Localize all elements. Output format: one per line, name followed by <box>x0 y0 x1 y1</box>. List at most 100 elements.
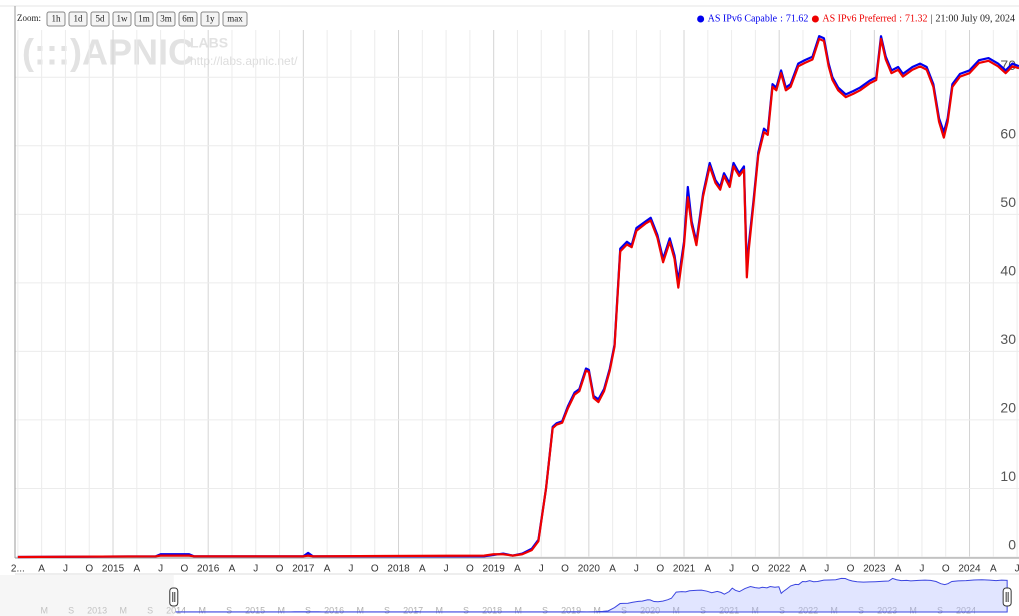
range-tick-label: M <box>119 605 127 615</box>
range-area <box>175 577 1008 613</box>
zoom-label: Zoom: <box>17 13 41 23</box>
x-tick-label: O <box>181 564 189 575</box>
range-tick-label: 2019 <box>561 605 581 615</box>
x-tick-label: A <box>419 564 426 575</box>
x-tick-label: A <box>38 564 45 575</box>
range-tick-label: 2024 <box>956 605 976 615</box>
series-line <box>17 37 1019 559</box>
zoom-button-label[interactable]: 1d <box>74 14 84 24</box>
zoom-button-label[interactable]: 1y <box>206 14 216 24</box>
range-tick-label: M <box>514 605 522 615</box>
zoom-button-box <box>46 11 66 27</box>
range-tick-label: 2018 <box>482 605 502 615</box>
watermark-labs: LABS <box>190 35 228 51</box>
range-tick-label: M <box>198 605 206 615</box>
x-tick-label: A <box>800 564 807 575</box>
x-tick-label: 2022 <box>768 564 791 575</box>
x-tick-label: A <box>133 564 140 575</box>
y-tick-label: 30 <box>1000 331 1016 347</box>
range-tick-label: M <box>435 605 443 615</box>
x-tick-label: 2021 <box>673 564 696 575</box>
x-tick-label: 2015 <box>102 564 125 575</box>
range-tick-label: S <box>384 605 390 615</box>
range-tick-label: 2020 <box>640 605 660 615</box>
watermark-logo: (:::)APNIC <box>22 32 194 73</box>
x-tick-label: J <box>539 564 544 575</box>
x-tick-label: J <box>729 564 734 575</box>
range-tick-label: M <box>593 605 601 615</box>
x-tick-label: J <box>253 564 258 575</box>
range-tick-label: S <box>463 605 469 615</box>
zoom-button-box <box>90 11 110 27</box>
x-tick-label: 2019 <box>483 564 506 575</box>
x-tick-label: A <box>514 564 521 575</box>
range-tick-label: S <box>779 605 785 615</box>
y-tick-label: 60 <box>1000 126 1016 142</box>
zoom-button-label[interactable]: 1m <box>138 14 150 24</box>
range-tick-label: M <box>356 605 364 615</box>
zoom-button[interactable]: 1w <box>112 11 132 27</box>
zoom-button[interactable]: max <box>222 11 248 27</box>
range-tick-label: M <box>672 605 680 615</box>
range-tick-label: M <box>751 605 759 615</box>
zoom-button-label[interactable]: 3m <box>160 14 172 24</box>
y-tick-label: 50 <box>1000 194 1016 210</box>
zoom-button-label[interactable]: max <box>227 14 243 24</box>
range-tick-label: S <box>542 605 548 615</box>
zoom-button-label[interactable]: 5d <box>96 14 106 24</box>
range-unselected <box>0 575 174 616</box>
legend-marker <box>697 15 705 23</box>
zoom-button-box <box>222 11 248 27</box>
y-tick-label: 40 <box>1000 263 1016 279</box>
range-tick-label: 2017 <box>403 605 423 615</box>
x-tick-label: 2017 <box>292 564 315 575</box>
x-tick-label: O <box>847 564 855 575</box>
zoom-button-box <box>134 11 154 27</box>
y-tick-label: 10 <box>1000 468 1016 484</box>
y-tick-label: 0 <box>1008 537 1016 553</box>
zoom-button-box <box>68 11 88 27</box>
x-tick-label: J <box>158 564 163 575</box>
zoom-button-label[interactable]: 6m <box>182 14 194 24</box>
range-tick-label: S <box>305 605 311 615</box>
range-tick-label: S <box>621 605 627 615</box>
legend-marker <box>811 15 819 23</box>
x-tick-label: 2018 <box>387 564 410 575</box>
x-tick-label: A <box>609 564 616 575</box>
zoom-button[interactable]: 5d <box>90 11 110 27</box>
x-tick-label: J <box>348 564 353 575</box>
legend-text: : <box>780 13 783 24</box>
zoom-button[interactable]: 1y <box>200 11 220 27</box>
zoom-button[interactable]: 1d <box>68 11 88 27</box>
range-handle-body <box>1002 587 1012 607</box>
range-tick-label: S <box>68 605 74 615</box>
range-tick-label: 2021 <box>719 605 739 615</box>
zoom-button-label[interactable]: 1w <box>117 14 129 24</box>
zoom-button[interactable]: 1h <box>46 11 66 27</box>
range-handle[interactable] <box>169 587 179 607</box>
y-tick-label: 20 <box>1000 400 1016 416</box>
range-handle[interactable] <box>1002 587 1012 607</box>
x-tick-label: A <box>704 564 711 575</box>
x-tick-label: J <box>1015 564 1019 575</box>
x-tick-label: O <box>751 564 759 575</box>
x-tick-label: J <box>63 564 68 575</box>
range-tick-label: 2014 <box>166 605 186 615</box>
x-tick-label: 2016 <box>197 564 220 575</box>
zoom-button[interactable]: 6m <box>178 11 198 27</box>
x-tick-label: O <box>85 564 93 575</box>
legend-text: 71.32 <box>905 13 928 24</box>
legend-text: 71.62 <box>786 13 809 24</box>
x-tick-label: O <box>942 564 950 575</box>
range-handle-body <box>169 587 179 607</box>
x-tick-label: J <box>444 564 449 575</box>
legend-text: AS IPv6 Capable <box>708 13 778 24</box>
zoom-button-label[interactable]: 1h <box>52 14 62 24</box>
watermark-url: http://labs.apnic.net/ <box>190 54 298 68</box>
x-tick-label: O <box>561 564 569 575</box>
zoom-button-box <box>112 11 132 27</box>
zoom-button[interactable]: 3m <box>156 11 176 27</box>
zoom-button[interactable]: 1m <box>134 11 154 27</box>
range-tick-label: M <box>40 605 48 615</box>
